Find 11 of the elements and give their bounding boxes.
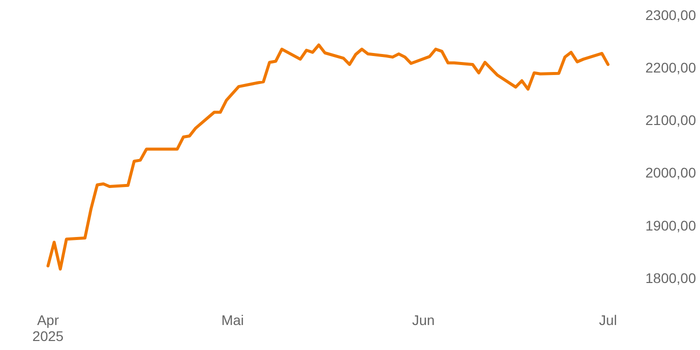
- y-tick-label: 1900,00: [645, 217, 696, 234]
- y-tick-label: 2000,00: [645, 164, 696, 181]
- y-tick-label: 2200,00: [645, 60, 696, 76]
- x-tick-label: Jun: [412, 312, 435, 328]
- y-tick-label: 2100,00: [645, 112, 696, 128]
- line-series: [46, 43, 610, 271]
- y-tick-label: 2300,00: [645, 6, 696, 23]
- x-tick-label: Mai: [221, 312, 244, 328]
- x-tick-label: Apr 2025: [32, 312, 64, 344]
- x-tick-label: Jul: [599, 312, 617, 328]
- y-tick-label: 1800,00: [645, 270, 696, 286]
